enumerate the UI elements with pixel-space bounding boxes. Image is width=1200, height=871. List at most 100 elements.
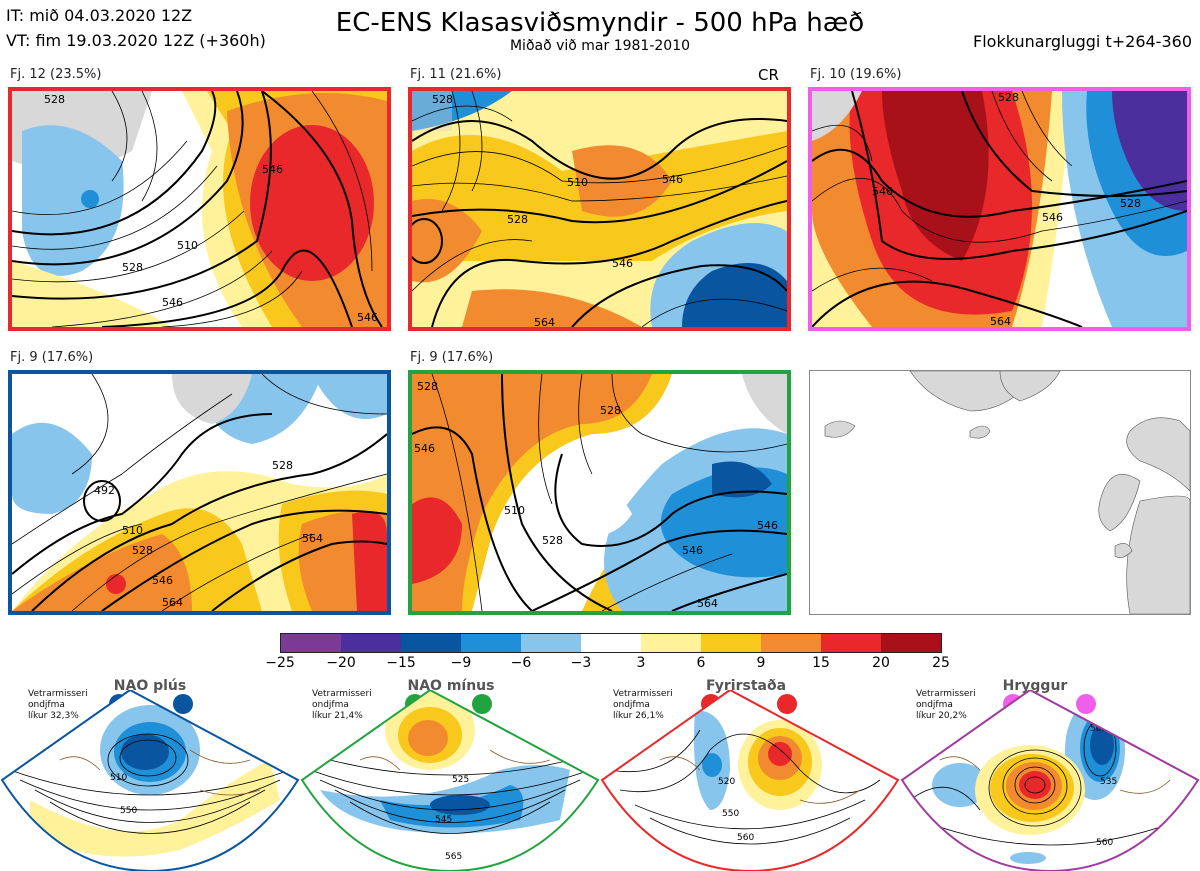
contour-label: 550 [120, 806, 137, 816]
contour-label: 546 [872, 185, 893, 198]
regime-marker-dot [173, 694, 193, 714]
contour-label: 528 [1120, 197, 1141, 210]
panel-label: Fj. 11 (21.6%) [410, 67, 502, 82]
regime-name: Hryggur [1002, 678, 1068, 694]
colorbar-tick: −6 [510, 655, 532, 671]
colorbar-tick: 25 [932, 655, 950, 671]
panel-label: Fj. 12 (23.5%) [10, 67, 102, 82]
colorbar-tick: −20 [326, 655, 356, 671]
regime-probability: líkur 20,2% [916, 711, 967, 721]
contour-label: 546 [414, 442, 435, 455]
colorbar-tick: −15 [386, 655, 416, 671]
colorbar-cell [461, 633, 522, 653]
contour-label: 546 [357, 311, 378, 324]
classification-window: Flokkunargluggi t+264-360 [973, 32, 1192, 51]
contour-label: 564 [162, 596, 183, 609]
regime-season: Vetrarmisseri [28, 689, 88, 699]
contour-label: 510 [177, 239, 198, 252]
regime-map: 525 545 565 [300, 690, 600, 871]
colorbar-cell [821, 633, 882, 653]
contour-label: 510 [567, 176, 588, 189]
page-title: EC-ENS Klasasviðsmyndir - 500 hPa hæð [335, 8, 865, 38]
panel-label: Fj. 10 (19.6%) [810, 67, 902, 82]
contour-label: 528 [122, 261, 143, 274]
contour-label: 546 [682, 544, 703, 557]
colorbar-cell [641, 633, 702, 653]
regime-map: 505 535 560 [900, 690, 1200, 871]
contour-label: 528 [132, 544, 153, 557]
regime-marker-dot [472, 694, 492, 714]
regime-season: Vetrarmisseri [613, 689, 673, 699]
colorbar-tick: 20 [872, 655, 890, 671]
contour-label: 564 [990, 315, 1011, 327]
cluster-map-panel[interactable]: 546 528 528 510 528 546 546 564 [408, 370, 791, 615]
regime-months: ondjfma [916, 700, 953, 710]
contour-label: 528 [272, 459, 293, 472]
cluster-map-panel[interactable]: 492 510 528 546 564 528 564 [8, 370, 391, 615]
regime-months: ondjfma [312, 700, 349, 710]
contour-label: 520 [718, 777, 735, 787]
contour-label: 564 [697, 597, 718, 610]
cluster-map-panel[interactable]: 528 546 510 528 546 546 [8, 87, 391, 331]
contour-label: 525 [452, 775, 469, 785]
contour-label: 510 [504, 504, 525, 517]
colorbar-tick: 3 [636, 655, 646, 671]
contour-label: 546 [152, 574, 173, 587]
contour-label: 546 [757, 519, 778, 532]
contour-label: 528 [542, 534, 563, 547]
regime-season: Vetrarmisseri [916, 689, 976, 699]
colorbar-cell [341, 633, 402, 653]
contour-label: 528 [600, 404, 621, 417]
contour-label: 560 [1096, 838, 1113, 848]
regime-map: 510 550 [0, 690, 300, 871]
contour-label: 545 [435, 815, 452, 825]
regime-name: Fyrirstaða [705, 678, 787, 694]
colorbar-tick: 15 [812, 655, 830, 671]
contour-label: 535 [1100, 777, 1117, 787]
contour-label: 528 [44, 93, 65, 106]
regime-probability: líkur 26,1% [613, 711, 664, 721]
contour-label: 528 [417, 380, 438, 393]
contour-label: 510 [122, 524, 143, 537]
regime-info: Vetrarmisseri ondjfma líkur 26,1% [613, 689, 673, 722]
regime-months: ondjfma [613, 700, 650, 710]
page-subtitle: Miðað við mar 1981-2010 [509, 38, 691, 54]
regime-probability: líkur 32,3% [28, 711, 79, 721]
colorbar-cell [401, 633, 462, 653]
contour-label: 528 [998, 91, 1019, 104]
init-time: IT: mið 04.03.2020 12Z [6, 6, 193, 25]
regime-marker-dot [1076, 694, 1096, 714]
contour-label: 550 [722, 809, 739, 819]
contour-label: 492 [94, 484, 115, 497]
colorbar-tick: −25 [265, 655, 295, 671]
colorbar-cell [761, 633, 822, 653]
colorbar-tick: 9 [756, 655, 766, 671]
contour-label: 528 [432, 93, 453, 106]
valid-time: VT: fim 19.03.2020 12Z (+360h) [6, 31, 266, 50]
control-run-tag: CR [758, 66, 779, 84]
regime-map: 520 550 560 [600, 690, 900, 871]
regime-info: Vetrarmisseri ondjfma líkur 21,4% [312, 689, 372, 722]
contour-label: 560 [737, 833, 754, 843]
colorbar-cell [521, 633, 582, 653]
contour-label: 564 [302, 532, 323, 545]
contour-label: 546 [262, 163, 283, 176]
colorbar-cell [881, 633, 942, 653]
contour-label: 546 [612, 257, 633, 270]
panel-label: Fj. 9 (17.6%) [410, 350, 494, 365]
cluster-map-panel[interactable]: 546 528 546 528 564 [808, 87, 1191, 331]
regime-probability: líkur 21,4% [312, 711, 363, 721]
contour-label: 564 [534, 316, 555, 327]
colorbar-tick: 6 [696, 655, 706, 671]
contour-label: 546 [662, 173, 683, 186]
regime-marker-dot [777, 694, 797, 714]
contour-label: 505 [1090, 724, 1107, 734]
contour-label: 528 [507, 213, 528, 226]
colorbar-tick: −9 [450, 655, 472, 671]
panel-label: Fj. 9 (17.6%) [10, 350, 94, 365]
regime-info: Vetrarmisseri ondjfma líkur 20,2% [916, 689, 976, 722]
colorbar-cell [280, 633, 342, 653]
cluster-map-panel[interactable]: 528 510 528 546 564 546 [408, 87, 791, 331]
base-map-panel [809, 370, 1191, 615]
contour-label: 565 [445, 852, 462, 862]
